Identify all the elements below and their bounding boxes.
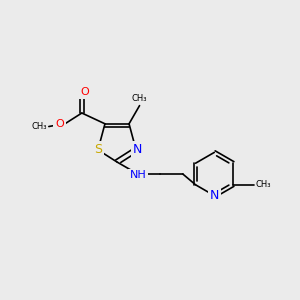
Text: NH: NH xyxy=(129,170,146,181)
Text: N: N xyxy=(210,189,219,202)
Text: CH₃: CH₃ xyxy=(32,122,47,131)
Text: N: N xyxy=(133,143,142,156)
Text: CH₃: CH₃ xyxy=(132,94,147,103)
Text: O: O xyxy=(55,118,64,128)
Text: S: S xyxy=(94,143,102,156)
Text: O: O xyxy=(80,87,89,97)
Text: CH₃: CH₃ xyxy=(256,180,271,189)
